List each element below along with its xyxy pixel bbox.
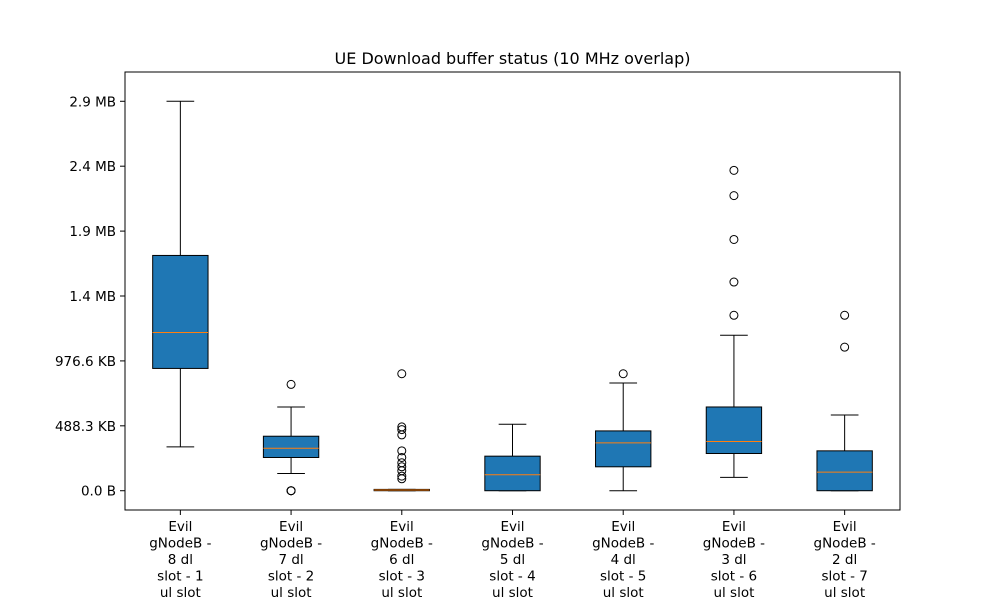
y-tick-label: 1.4 MB	[69, 289, 116, 305]
x-tick-label-line: gNodeB -	[371, 536, 433, 552]
box-3	[373, 369, 430, 492]
outlier-point	[397, 452, 407, 462]
x-tick-label-line: ul slot	[381, 585, 422, 600]
box-iqr	[484, 455, 541, 492]
box-iqr	[262, 435, 320, 458]
box-5	[595, 369, 652, 492]
x-tick-label-line: 5 dl	[500, 552, 525, 568]
y-tick-label: 2.4 MB	[69, 159, 116, 175]
outlier-point	[397, 369, 407, 379]
x-tick-label-line: gNodeB -	[481, 536, 543, 552]
outlier-point	[729, 310, 739, 320]
outlier-point	[840, 342, 850, 352]
x-tick-label-line: gNodeB -	[703, 536, 765, 552]
outlier-point	[397, 458, 407, 468]
x-tick-label-line: 4 dl	[611, 552, 636, 568]
y-tick-label: 976.6 KB	[55, 354, 116, 370]
x-tick-label-line: gNodeB -	[149, 536, 211, 552]
x-tick-label-line: 7 dl	[278, 552, 303, 568]
x-tick-label-line: ul slot	[160, 585, 201, 600]
x-tick-label-line: gNodeB -	[814, 536, 876, 552]
x-tick-label-line: ul slot	[603, 585, 644, 600]
box-iqr	[816, 450, 873, 492]
x-tick-label-line: 6 dl	[389, 552, 414, 568]
x-tick-label-line: slot - 4	[489, 569, 535, 585]
box-6	[705, 165, 763, 478]
box-2	[262, 379, 320, 496]
x-tick-label-line: 2 dl	[832, 552, 857, 568]
box-iqr	[152, 254, 209, 369]
x-tick-label-line: Evil	[500, 519, 524, 535]
box-iqr	[595, 430, 652, 468]
x-tick-label-line: slot - 3	[379, 569, 425, 585]
x-tick-label-line: ul slot	[271, 585, 312, 600]
x-tick-label-line: gNodeB -	[260, 536, 322, 552]
x-tick-label-line: ul slot	[492, 585, 533, 600]
x-tick-label-line: Evil	[722, 519, 746, 535]
x-tick-label-line: Evil	[390, 519, 414, 535]
outlier-point	[286, 379, 296, 389]
x-tick-label-line: slot - 6	[711, 569, 757, 585]
outlier-point	[618, 369, 628, 379]
outlier-point	[397, 471, 407, 481]
outlier-point	[286, 486, 296, 496]
x-tick-label-line: Evil	[833, 519, 857, 535]
x-tick-label-line: ul slot	[824, 585, 865, 600]
y-tick-label: 0.0 B	[81, 484, 116, 500]
outlier-point	[729, 277, 739, 287]
x-tick-label-line: gNodeB -	[592, 536, 654, 552]
box-4	[484, 423, 541, 492]
x-tick-label-line: slot - 2	[268, 569, 314, 585]
x-tick-label-line: 3 dl	[721, 552, 746, 568]
outlier-point	[729, 191, 739, 201]
x-tick-label-line: slot - 5	[600, 569, 646, 585]
box-1	[152, 100, 209, 448]
x-tick-label-line: Evil	[168, 519, 192, 535]
boxes-group	[152, 100, 873, 496]
box-7	[816, 310, 873, 492]
x-tick-label-line: Evil	[611, 519, 635, 535]
outlier-point	[397, 422, 407, 432]
outlier-point	[397, 446, 407, 456]
box-iqr	[705, 406, 763, 455]
outlier-point	[397, 462, 407, 472]
y-tick-label: 488.3 KB	[55, 419, 116, 435]
outlier-point	[729, 234, 739, 244]
outlier-point	[729, 165, 739, 175]
outlier-point	[397, 425, 407, 435]
y-tick-label: 2.9 MB	[69, 94, 116, 110]
outlier-point	[840, 310, 850, 320]
x-tick-label-line: slot - 1	[157, 569, 203, 585]
x-tick-label-line: ul slot	[713, 585, 754, 600]
y-tick-label: 1.9 MB	[69, 224, 116, 240]
y-axis: 0.0 B 488.3 KB 976.6 KB 1.4 MB 1.9 MB 2.4 MB 2…	[55, 94, 125, 500]
x-tick-label-line: Evil	[279, 519, 303, 535]
x-tick-label-line: slot - 7	[821, 569, 867, 585]
chart-title: UE Download buffer status (10 MHz overla…	[335, 49, 691, 68]
x-tick-label-line: 8 dl	[168, 552, 193, 568]
